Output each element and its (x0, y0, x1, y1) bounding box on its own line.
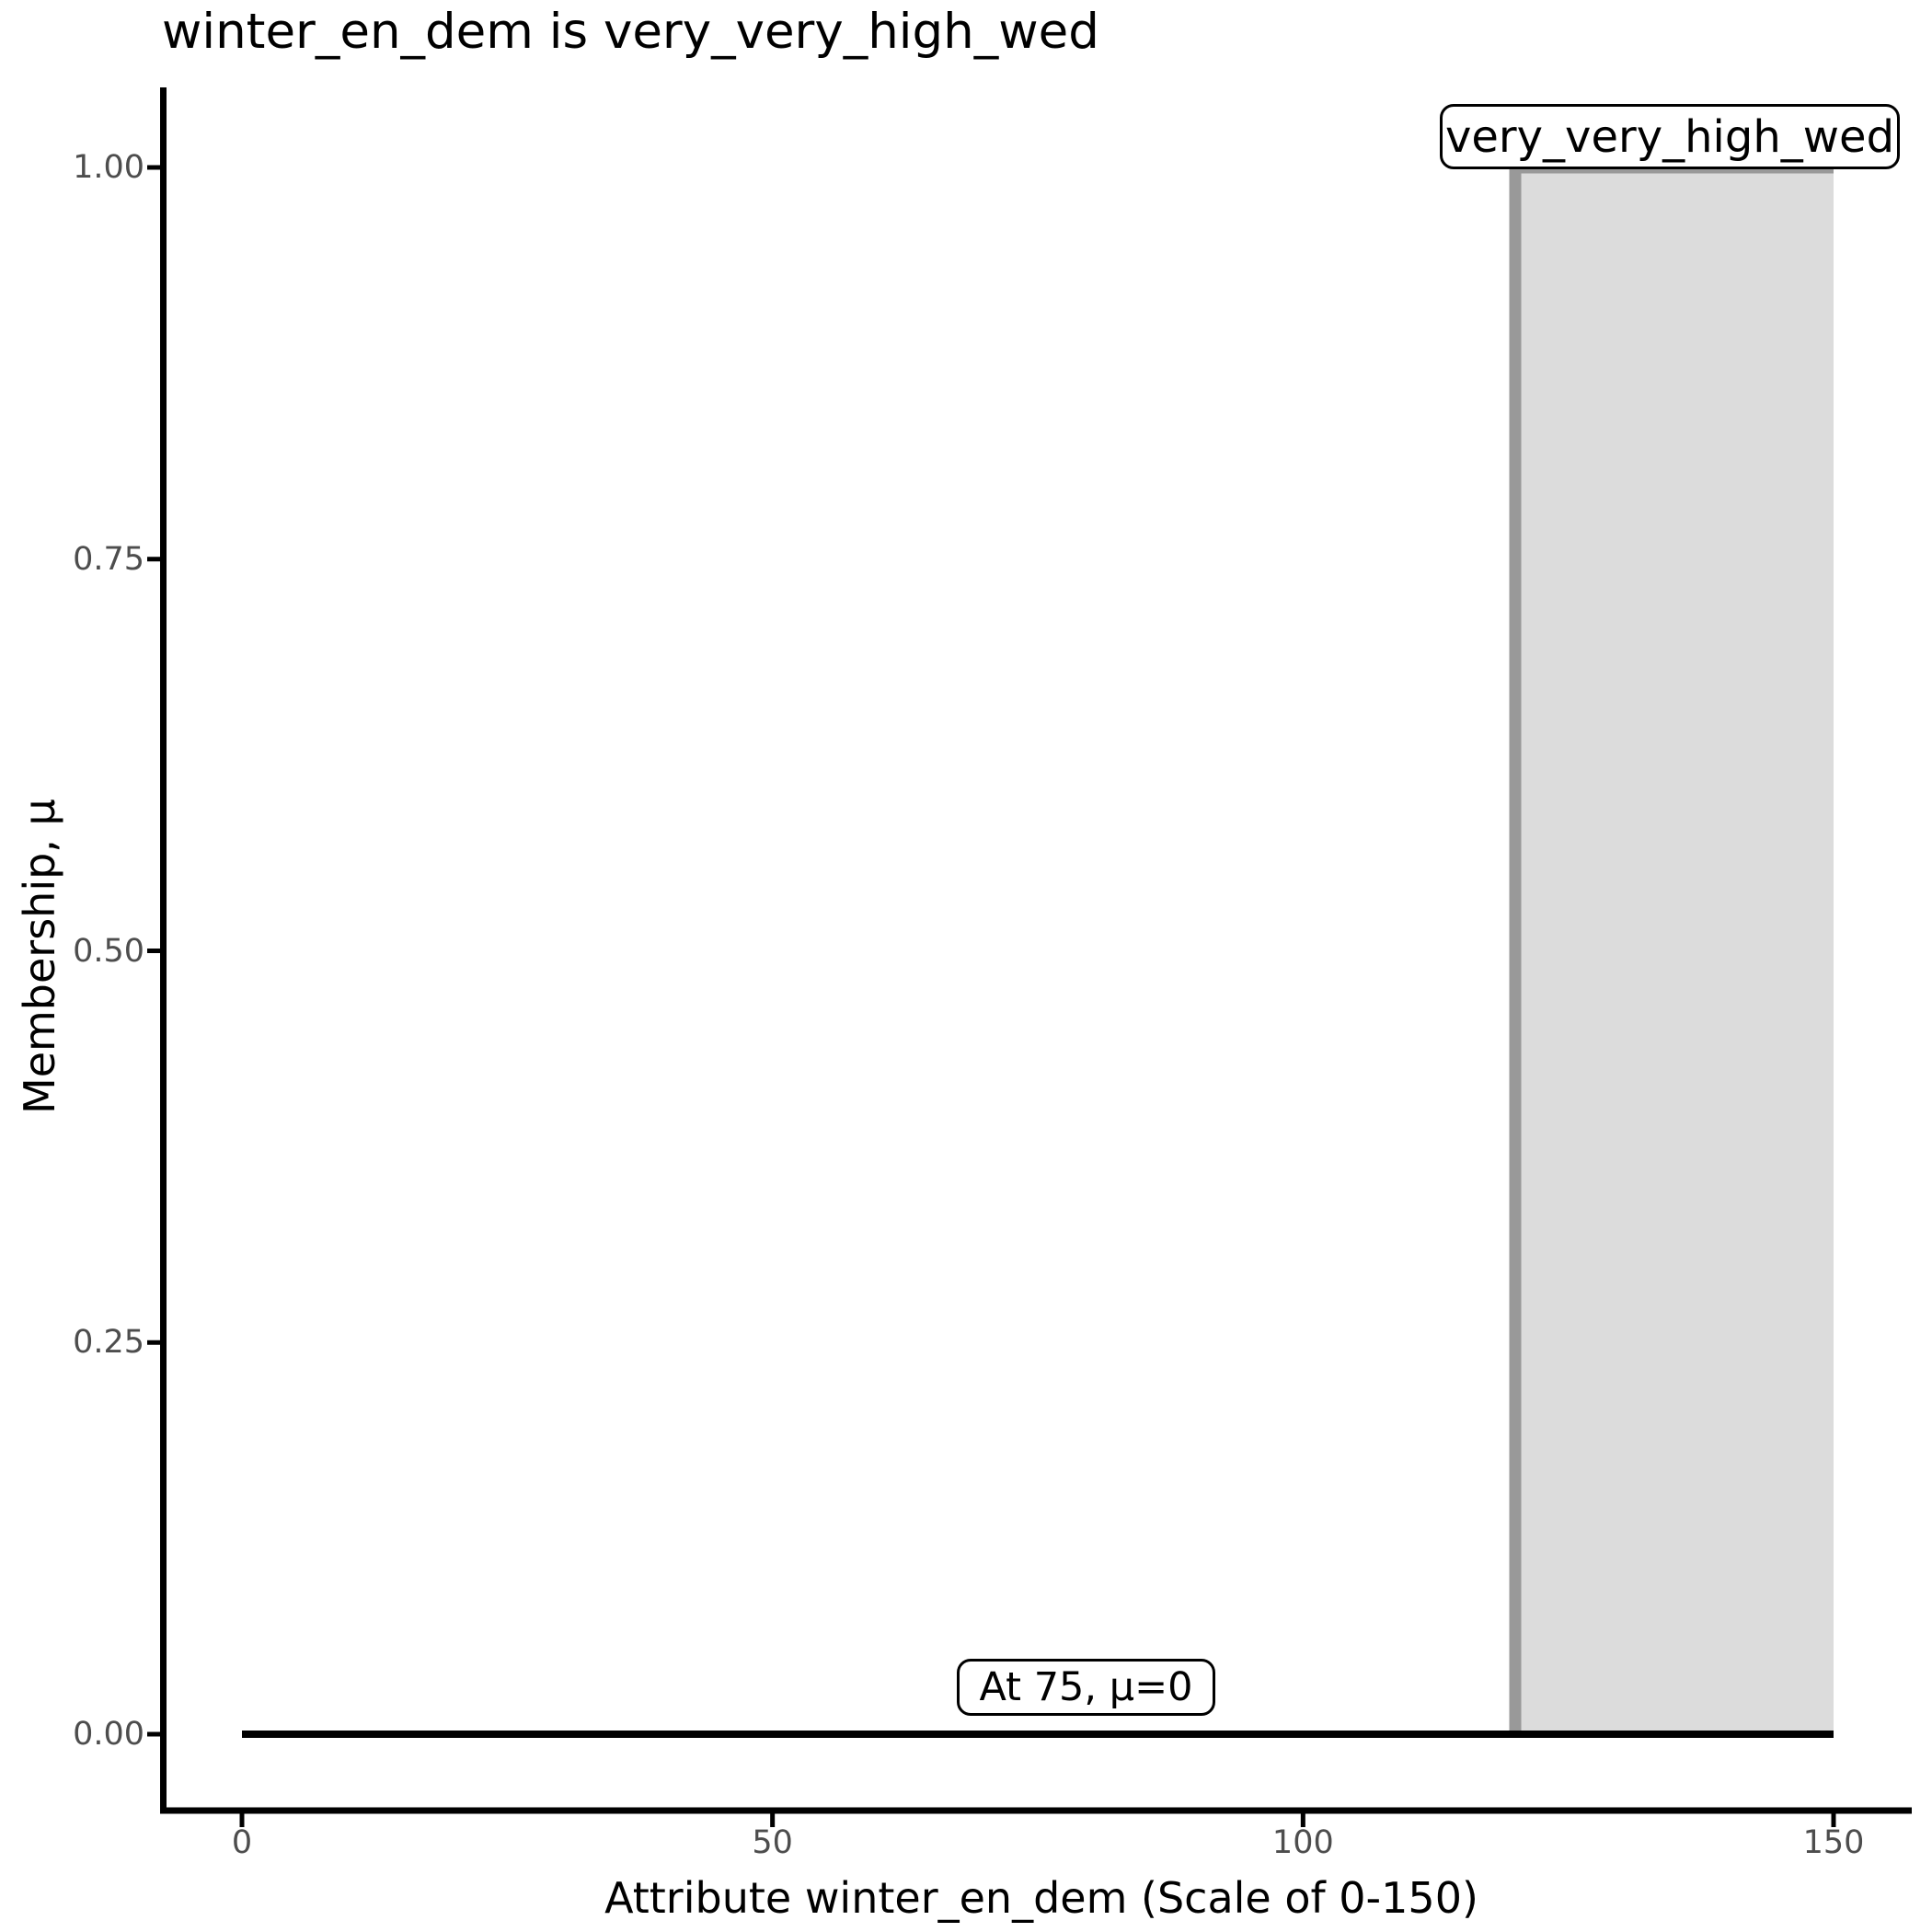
chart-title: winter_en_dem is very_very_high_wed (162, 4, 1099, 60)
y-tick-label: 0.50 (73, 932, 144, 970)
y-tick-label: 1.00 (73, 149, 144, 186)
very_very_high_wed_fill (1515, 167, 1834, 1734)
x-tick-label: 150 (1802, 1824, 1865, 1861)
y-tick-label: 0.75 (73, 540, 144, 578)
x-tick-label: 0 (231, 1824, 253, 1861)
y-tick-label: 0.00 (73, 1716, 144, 1753)
y-tick-label: 0.25 (73, 1324, 144, 1362)
set-name-annotation-box: very_very_high_wed (1440, 104, 1900, 169)
membership-value-annotation-box: At 75, μ=0 (957, 1659, 1215, 1716)
x-axis-label: Attribute winter_en_dem (Scale of 0-150) (604, 1873, 1478, 1923)
x-tick-label: 100 (1271, 1824, 1334, 1861)
x-tick-label: 50 (752, 1824, 793, 1861)
